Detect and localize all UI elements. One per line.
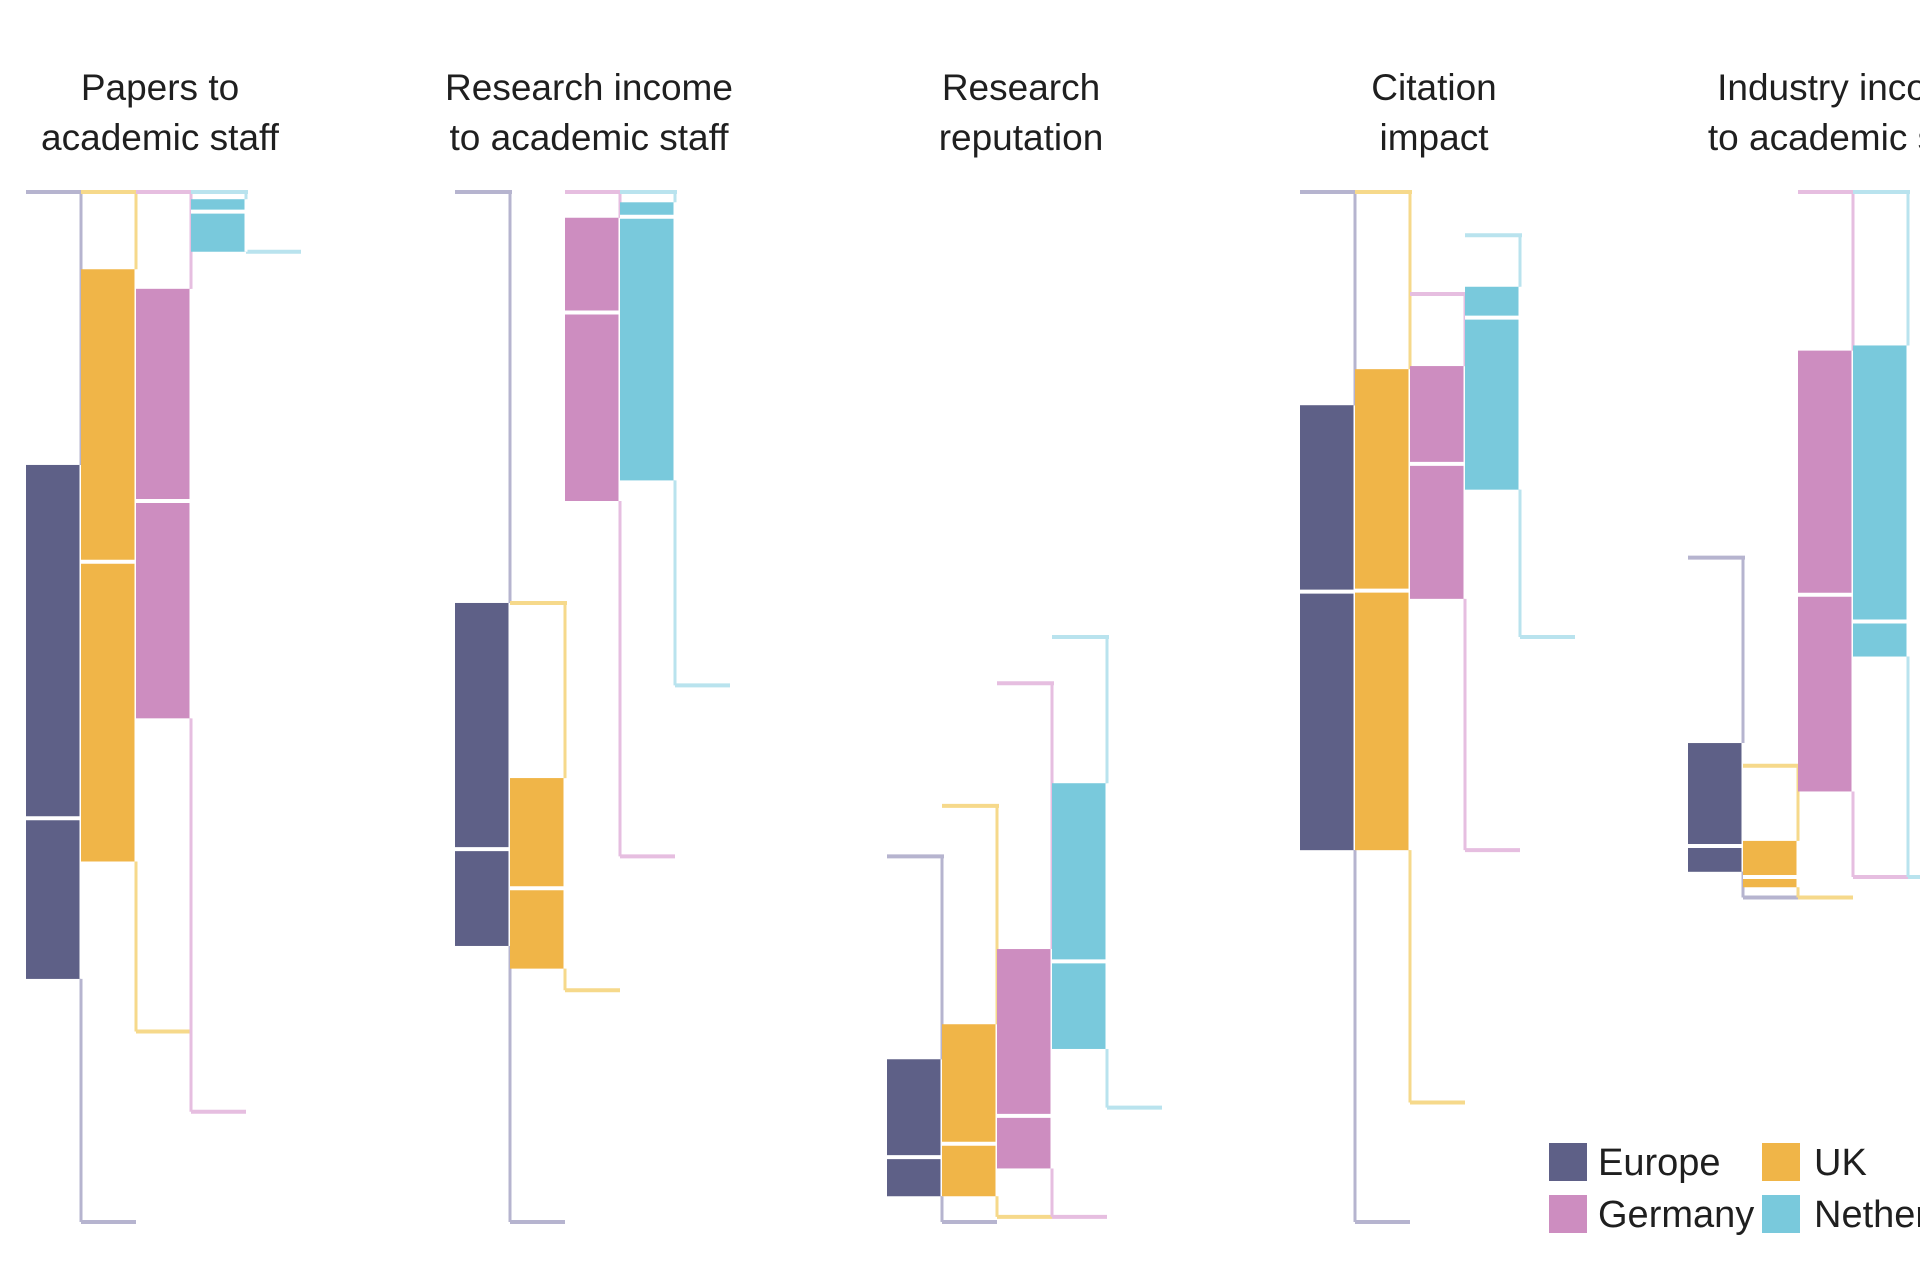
legend: Europe UK Germany Nether: [1549, 1142, 1920, 1236]
box-netherlands: [1465, 233, 1575, 639]
box-europe: [1688, 555, 1798, 900]
iqr-box: [1743, 840, 1798, 888]
legend-swatch-germany: [1549, 1195, 1587, 1233]
legend-swatch-netherlands: [1762, 1195, 1800, 1233]
panel-title-line: Industry inco: [1717, 67, 1920, 108]
iqr-box: [565, 217, 620, 501]
legend-label-europe: Europe: [1598, 1142, 1721, 1184]
iqr-box: [997, 949, 1052, 1169]
box-germany: [565, 190, 675, 859]
legend-label-uk: UK: [1814, 1142, 1867, 1184]
panel-title-line: impact: [1380, 117, 1490, 158]
legend-swatch-uk: [1762, 1143, 1800, 1181]
iqr-box: [1410, 366, 1465, 599]
panel-title-line: Citation: [1371, 67, 1496, 108]
legend-label-germany: Germany: [1598, 1194, 1754, 1236]
panel-title-line: Research: [942, 67, 1100, 108]
box-europe: [1300, 190, 1410, 1224]
iqr-box: [1355, 369, 1410, 851]
box-uk: [510, 600, 620, 993]
panel-1: Papers to academic staff: [26, 67, 301, 1224]
box-netherlands: [1052, 634, 1162, 1110]
box-netherlands: [620, 190, 730, 688]
box-netherlands: [1853, 190, 1920, 879]
iqr-box: [81, 269, 136, 862]
iqr-box: [1853, 345, 1908, 657]
box-europe: [455, 190, 565, 1224]
iqr-box: [620, 202, 675, 481]
panel-title-line: Papers to: [81, 67, 239, 108]
iqr-box: [26, 464, 81, 979]
iqr-box: [1300, 405, 1355, 851]
iqr-box: [1465, 286, 1520, 490]
panel-title-line: to academic s: [1708, 117, 1920, 158]
panel-title-line: to academic staff: [449, 117, 729, 158]
box-netherlands: [191, 190, 301, 254]
panel-title-line: Research income: [445, 67, 733, 108]
panel-title-line: reputation: [939, 117, 1104, 158]
iqr-box: [1798, 350, 1853, 792]
box-uk: [1355, 190, 1465, 1105]
iqr-box: [887, 1059, 942, 1197]
iqr-box: [942, 1024, 997, 1197]
iqr-box: [455, 602, 510, 946]
box-germany: [136, 190, 246, 1114]
legend-label-netherlands: Nether: [1814, 1194, 1920, 1236]
iqr-box: [191, 199, 246, 252]
panel-title-line: academic staff: [41, 117, 280, 158]
legend-swatch-europe: [1549, 1143, 1587, 1181]
panel-2: Research income to academic staff: [445, 67, 733, 1224]
iqr-box: [1052, 783, 1107, 1049]
iqr-box: [136, 288, 191, 719]
iqr-box: [1688, 743, 1743, 872]
box-europe: [26, 190, 136, 1224]
panel-4: Citation impact: [1300, 67, 1575, 1224]
chart-panels: Papers to academic staff Research income to…: [26, 67, 1920, 1224]
panel-5: Industry inco to academic s: [1688, 67, 1920, 900]
box-uk: [81, 190, 191, 1034]
panel-3: Research reputation: [887, 67, 1162, 1224]
iqr-box: [510, 778, 565, 969]
